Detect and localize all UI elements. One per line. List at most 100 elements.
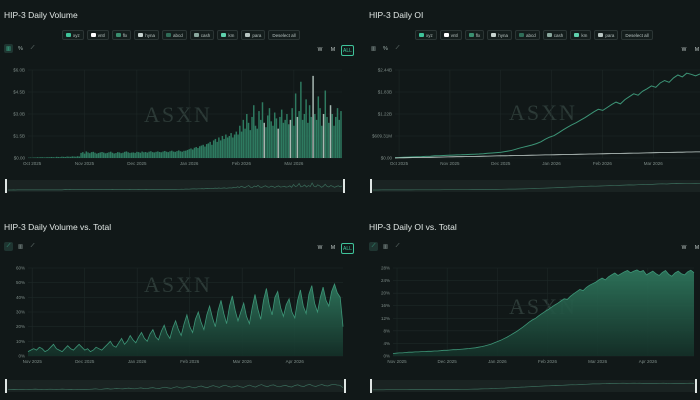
area-chart-icon[interactable]: ⟋ <box>4 242 13 251</box>
y-tick-label: $609.31M <box>372 134 392 139</box>
volume-bar <box>272 125 274 158</box>
volume-bar <box>296 116 299 158</box>
volume-bar <box>89 153 91 158</box>
volume-bar <box>219 140 222 158</box>
line-chart-icon[interactable]: ⟋ <box>395 243 400 249</box>
range-week-button[interactable]: W <box>317 244 323 251</box>
volume-bar <box>174 151 177 158</box>
volume-bar <box>54 157 56 158</box>
navigator-right-handle <box>344 379 346 393</box>
legend-item-para[interactable]: para <box>241 30 266 40</box>
range-all-button[interactable]: ALL <box>341 45 354 56</box>
volume-bar <box>202 144 204 158</box>
y-tick-label: $1.5B <box>13 134 25 139</box>
area-chart-icon[interactable]: ⟋ <box>369 242 378 251</box>
volume-bar <box>188 149 190 158</box>
navigator-right-handle <box>343 179 345 193</box>
range-selector: W M ALL <box>315 243 354 254</box>
volume-bar <box>64 156 67 158</box>
line-chart-icon[interactable]: ⟋ <box>395 45 400 51</box>
legend-item-abcd[interactable]: abcd <box>162 30 187 40</box>
volume-bar <box>125 151 128 158</box>
y-tick-label: $0.00 <box>381 156 393 161</box>
volume-bar <box>286 114 288 158</box>
legend-item-abcd[interactable]: abcd <box>515 30 540 40</box>
range-week-button[interactable]: W <box>317 46 323 53</box>
legend-item-deselect-all[interactable]: Deselect all <box>268 30 300 40</box>
range-month-button[interactable]: M <box>330 46 336 53</box>
legend-item-para[interactable]: para <box>594 30 619 40</box>
legend-item-vntl[interactable]: vntl <box>439 30 462 40</box>
x-tick-label: Oct 2025 <box>390 161 409 166</box>
range-selector: W M <box>679 243 700 252</box>
range-week-button[interactable]: W <box>681 46 687 53</box>
legend-item-flx[interactable]: flx <box>464 30 485 40</box>
watermark: ASXN <box>144 102 212 127</box>
line-chart-icon[interactable]: ⟋ <box>30 45 35 51</box>
volume-bar <box>246 114 248 158</box>
bar-chart-icon[interactable]: ▥ <box>17 243 24 250</box>
bar-chart-icon[interactable]: ▥ <box>382 243 389 250</box>
navigator-series-line <box>7 383 344 391</box>
range-month-button[interactable]: M <box>694 244 700 251</box>
navigator-left-handle <box>370 179 372 193</box>
volume-bar <box>38 157 40 158</box>
chart-title: HIP-3 Daily Volume <box>4 10 78 20</box>
range-week-button[interactable]: W <box>681 244 687 251</box>
range-all-button[interactable]: ALL <box>341 243 354 254</box>
legend-item-deselect-all[interactable]: Deselect all <box>621 30 653 40</box>
range-navigator <box>370 380 697 392</box>
y-tick-label: 20% <box>381 291 390 296</box>
legend-item-hyna[interactable]: hyna <box>487 30 513 40</box>
volume-bar <box>340 111 342 158</box>
legend-swatch <box>66 33 71 37</box>
bar-chart-icon[interactable]: ▥ <box>370 45 377 52</box>
volume-bar <box>151 152 154 158</box>
legend-swatch <box>491 33 497 37</box>
legend-label: flx <box>122 32 128 38</box>
volume-bar <box>291 108 293 158</box>
watermark: ASXN <box>144 272 212 297</box>
volume-bar <box>158 151 161 158</box>
percent-icon[interactable]: % <box>18 45 23 52</box>
volume-bar <box>218 137 220 158</box>
volume-bar <box>268 108 271 158</box>
legend-item-km[interactable]: km <box>217 30 239 40</box>
legend-item-xyz[interactable]: xyz <box>415 30 437 40</box>
legend-label: para <box>252 32 262 38</box>
range-month-button[interactable]: M <box>330 244 336 251</box>
volume-bar <box>160 152 163 158</box>
volume-vs-total-chart[interactable]: 0% 10% 20% 30% 40% 50% 60% Nov 2025 Dec 2025 Jan … <box>4 222 349 400</box>
volume-bar <box>118 152 121 158</box>
oi-vs-total-chart[interactable]: 0% 4% 8% 12% 16% 20% 24% 28% Nov 2025 Dec 2025 Jan… <box>369 222 700 400</box>
area-line <box>392 269 695 354</box>
legend-item-flx[interactable]: flx <box>111 30 132 40</box>
volume-bar <box>284 119 286 158</box>
bar-chart-icon[interactable]: ▥ <box>4 44 13 53</box>
legend-swatch <box>245 33 251 37</box>
daily-oi-chart[interactable]: $0.00 $609.31M $1.22B $1.83B $2.44B Oct 2025 N… <box>369 10 700 200</box>
range-month-button[interactable]: M <box>694 46 700 53</box>
legend-item-xyz[interactable]: xyz <box>62 30 84 40</box>
volume-bar <box>101 151 103 158</box>
y-tick-label: $6.0B <box>13 68 25 73</box>
volume-bar <box>122 152 124 158</box>
percent-icon[interactable]: % <box>383 45 388 52</box>
volume-bar <box>73 156 75 158</box>
legend-item-cash[interactable]: cash <box>189 30 215 40</box>
volume-bar <box>273 112 276 158</box>
legend-item-hyna[interactable]: hyna <box>134 30 160 40</box>
x-tick-label: Apr 2026 <box>639 359 658 364</box>
line-chart-icon[interactable]: ⟋ <box>30 243 35 249</box>
volume-bar <box>336 108 339 158</box>
legend-item-km[interactable]: km <box>570 30 592 40</box>
daily-volume-chart[interactable]: $0.00 $1.5B $3.0B $4.5B $6.0B Oct 2025 Nov 202… <box>4 10 349 200</box>
legend-label: vntl <box>97 32 105 38</box>
volume-bar <box>55 156 58 158</box>
legend-item-cash[interactable]: cash <box>542 30 568 40</box>
volume-bar <box>146 152 149 158</box>
legend-swatch <box>519 33 525 37</box>
legend-item-vntl[interactable]: vntl <box>86 30 109 40</box>
volume-bar <box>150 151 152 158</box>
legend-label: vntl <box>450 32 458 38</box>
